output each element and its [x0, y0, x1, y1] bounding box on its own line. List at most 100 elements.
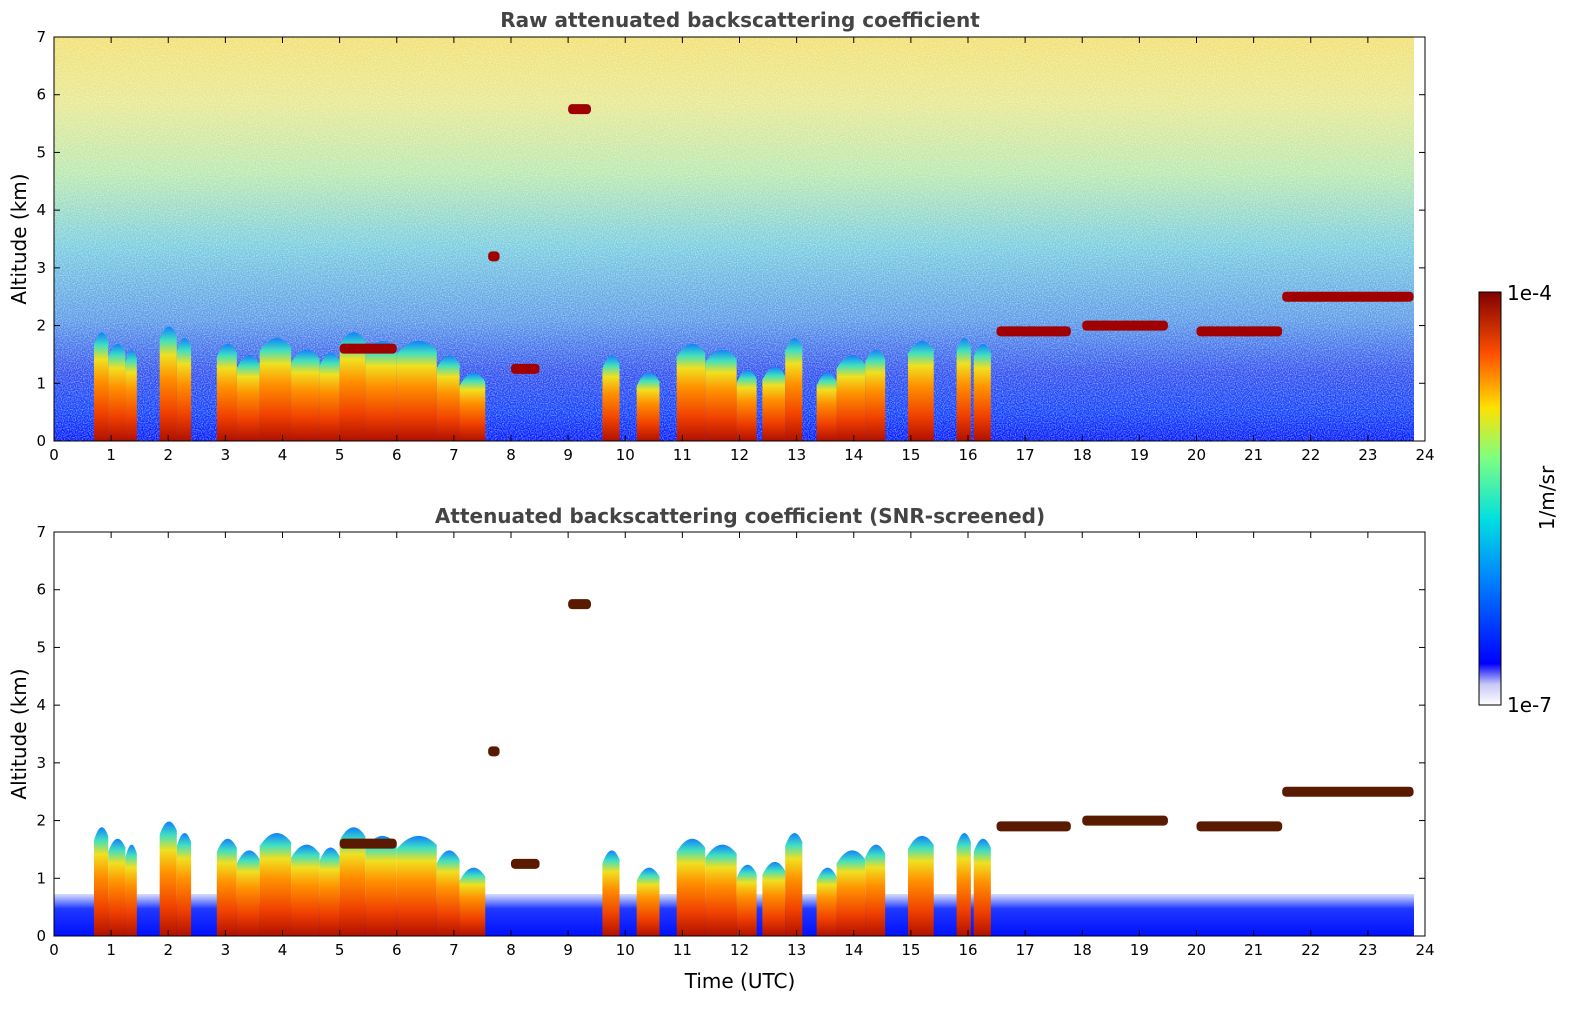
- y-tick-label: 6: [36, 581, 46, 599]
- x-tick-label: 5: [335, 446, 345, 464]
- x-tick-label: 13: [787, 446, 806, 464]
- x-tick-label: 6: [392, 941, 402, 959]
- bottom-aerosol-columns: [93, 821, 991, 936]
- x-tick-label: 19: [1130, 941, 1149, 959]
- cloud-layer: [339, 838, 397, 849]
- aerosol-column: [216, 343, 237, 441]
- y-tick-label: 5: [36, 143, 46, 161]
- x-tick-label: 23: [1358, 446, 1377, 464]
- aerosol-column: [365, 340, 397, 441]
- x-tick-label: 7: [449, 941, 459, 959]
- cloud-layer: [488, 251, 500, 262]
- bottom-plot-area: [54, 532, 1425, 936]
- bottom-panel-title: Attenuated backscattering coefficient (S…: [435, 504, 1045, 528]
- x-tick-label: 23: [1358, 941, 1377, 959]
- aerosol-column: [836, 850, 866, 936]
- top-y-axis-label: Altitude (km): [7, 173, 31, 304]
- aerosol-column: [216, 838, 237, 936]
- aerosol-column: [908, 340, 934, 441]
- aerosol-column: [602, 850, 620, 936]
- x-tick-label: 8: [506, 446, 516, 464]
- x-tick-label: 10: [616, 941, 635, 959]
- aerosol-column: [816, 372, 837, 441]
- aerosol-column: [291, 349, 320, 441]
- x-tick-label: 12: [730, 941, 749, 959]
- cloud-layer: [1082, 815, 1168, 826]
- y-tick-label: 1: [36, 869, 46, 887]
- top-aerosol-columns: [93, 326, 991, 441]
- colorbar-max-label: 1e-4: [1507, 281, 1552, 305]
- x-tick-label: 11: [673, 941, 692, 959]
- x-tick-label: 5: [335, 941, 345, 959]
- aerosol-column: [785, 338, 803, 441]
- aerosol-column: [176, 833, 192, 936]
- top-panel-title: Raw attenuated backscattering coefficien…: [500, 8, 980, 32]
- aerosol-column: [736, 864, 757, 936]
- cloud-layer: [568, 599, 591, 610]
- cloud-layer: [339, 343, 397, 354]
- x-tick-label: 17: [1016, 446, 1035, 464]
- aerosol-column: [865, 844, 886, 936]
- y-tick-label: 3: [36, 754, 46, 772]
- y-tick-label: 0: [36, 432, 46, 450]
- aerosol-column: [259, 833, 292, 936]
- aerosol-column: [785, 833, 803, 936]
- y-tick-label: 2: [36, 317, 46, 335]
- aerosol-column: [973, 343, 991, 441]
- x-tick-label: 15: [901, 941, 920, 959]
- x-tick-label: 17: [1016, 941, 1035, 959]
- cloud-layer: [1196, 326, 1283, 337]
- aerosol-column: [908, 835, 934, 936]
- x-tick-label: 2: [163, 941, 173, 959]
- aerosol-column: [396, 340, 437, 441]
- top-y-ticks: 0 1 2 3 4 5 6 7: [36, 28, 1425, 450]
- y-tick-label: 1: [36, 374, 46, 392]
- x-tick-label: 15: [901, 446, 920, 464]
- x-tick-label: 16: [958, 446, 977, 464]
- cloud-layer: [996, 821, 1071, 832]
- x-tick-label: 9: [563, 941, 573, 959]
- x-tick-label: 11: [673, 446, 692, 464]
- x-tick-label: 19: [1130, 446, 1149, 464]
- x-tick-label: 1: [106, 446, 116, 464]
- aerosol-column: [319, 352, 340, 441]
- colorbar-gradient: [1478, 291, 1502, 706]
- aerosol-column: [736, 369, 757, 441]
- aerosol-column: [236, 355, 260, 441]
- aerosol-column: [436, 355, 460, 441]
- aerosol-column: [816, 867, 837, 936]
- cloud-layer: [1282, 291, 1414, 302]
- aerosol-column: [836, 355, 866, 441]
- aerosol-column: [705, 844, 737, 936]
- x-tick-label: 14: [844, 446, 863, 464]
- top-x-ticks: 0 1 2 3 4 5 6 7 8 9 10 11 12 13 14 15 16 17 18 19 20 21 22 23 24: [49, 37, 1435, 464]
- x-tick-label: 13: [787, 941, 806, 959]
- aerosol-column: [259, 338, 292, 441]
- y-tick-label: 0: [36, 927, 46, 945]
- aerosol-column: [436, 850, 460, 936]
- y-tick-label: 7: [36, 28, 46, 46]
- x-tick-label: 3: [221, 941, 231, 959]
- y-tick-label: 4: [36, 201, 46, 219]
- x-tick-label: 22: [1301, 941, 1320, 959]
- x-tick-label: 24: [1415, 941, 1434, 959]
- cloud-layer: [996, 326, 1071, 337]
- aerosol-column: [125, 844, 137, 936]
- colorbar: 1e-4 1e-7 1/m/sr: [1478, 281, 1559, 717]
- aerosol-column: [176, 338, 192, 441]
- x-axis-label: Time (UTC): [684, 969, 796, 993]
- x-tick-label: 1: [106, 941, 116, 959]
- cloud-layer: [511, 363, 540, 374]
- colorbar-unit-label: 1/m/sr: [1535, 465, 1559, 530]
- x-tick-label: 4: [278, 941, 288, 959]
- cloud-layer: [1082, 320, 1168, 331]
- x-tick-label: 22: [1301, 446, 1320, 464]
- aerosol-column: [108, 838, 126, 936]
- aerosol-column: [319, 847, 340, 936]
- cloud-layer: [1196, 821, 1283, 832]
- aerosol-column: [602, 355, 620, 441]
- aerosol-column: [93, 827, 109, 936]
- x-tick-label: 10: [616, 446, 635, 464]
- x-tick-label: 12: [730, 446, 749, 464]
